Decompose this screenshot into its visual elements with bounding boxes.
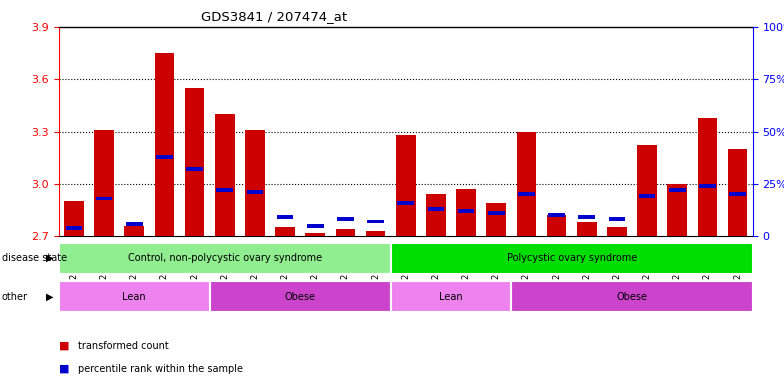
- Bar: [669, 188, 685, 192]
- Text: Obese: Obese: [616, 291, 648, 302]
- Bar: [277, 215, 293, 219]
- Bar: [275, 227, 295, 236]
- Bar: [396, 135, 416, 236]
- Text: ▶: ▶: [45, 291, 53, 302]
- Bar: [125, 226, 144, 236]
- Bar: [59, 281, 209, 312]
- Bar: [511, 281, 753, 312]
- Text: ■: ■: [59, 364, 69, 374]
- Bar: [185, 88, 205, 236]
- Bar: [390, 281, 511, 312]
- Bar: [729, 192, 746, 196]
- Bar: [209, 281, 390, 312]
- Text: disease state: disease state: [2, 253, 67, 263]
- Bar: [366, 231, 386, 236]
- Bar: [728, 149, 747, 236]
- Text: Lean: Lean: [439, 291, 463, 302]
- Text: Lean: Lean: [122, 291, 146, 302]
- Bar: [126, 222, 143, 225]
- Bar: [639, 194, 655, 198]
- Bar: [458, 209, 474, 213]
- Bar: [699, 184, 716, 188]
- Bar: [397, 201, 414, 205]
- Bar: [548, 214, 565, 217]
- Bar: [637, 146, 657, 236]
- Bar: [246, 190, 263, 194]
- Bar: [306, 233, 325, 236]
- Text: Polycystic ovary syndrome: Polycystic ovary syndrome: [506, 253, 637, 263]
- Bar: [608, 217, 625, 221]
- Bar: [307, 224, 324, 228]
- Bar: [579, 215, 595, 219]
- Bar: [390, 243, 753, 274]
- Text: percentile rank within the sample: percentile rank within the sample: [78, 364, 243, 374]
- Bar: [187, 167, 203, 171]
- Bar: [66, 226, 82, 230]
- Bar: [426, 194, 445, 236]
- Text: Obese: Obese: [285, 291, 316, 302]
- Bar: [607, 227, 626, 236]
- Bar: [427, 207, 445, 211]
- Bar: [577, 222, 597, 236]
- Bar: [517, 131, 536, 236]
- Bar: [456, 189, 476, 236]
- Bar: [59, 243, 390, 274]
- Bar: [245, 130, 265, 236]
- Bar: [94, 130, 114, 236]
- Bar: [64, 201, 84, 236]
- Bar: [546, 215, 566, 236]
- Text: Control, non-polycystic ovary syndrome: Control, non-polycystic ovary syndrome: [128, 253, 321, 263]
- Text: other: other: [2, 291, 27, 302]
- Bar: [215, 114, 234, 236]
- Bar: [698, 118, 717, 236]
- Text: transformed count: transformed count: [78, 341, 169, 351]
- Bar: [96, 197, 112, 200]
- Bar: [336, 229, 355, 236]
- Text: ■: ■: [59, 341, 69, 351]
- Bar: [667, 184, 687, 236]
- Text: ▶: ▶: [45, 253, 53, 263]
- Bar: [486, 203, 506, 236]
- Bar: [337, 217, 354, 221]
- Bar: [154, 53, 174, 236]
- Bar: [156, 155, 172, 159]
- Bar: [488, 211, 505, 215]
- Bar: [367, 220, 384, 223]
- Bar: [216, 188, 233, 192]
- Text: GDS3841 / 207474_at: GDS3841 / 207474_at: [201, 10, 347, 23]
- Bar: [518, 192, 535, 196]
